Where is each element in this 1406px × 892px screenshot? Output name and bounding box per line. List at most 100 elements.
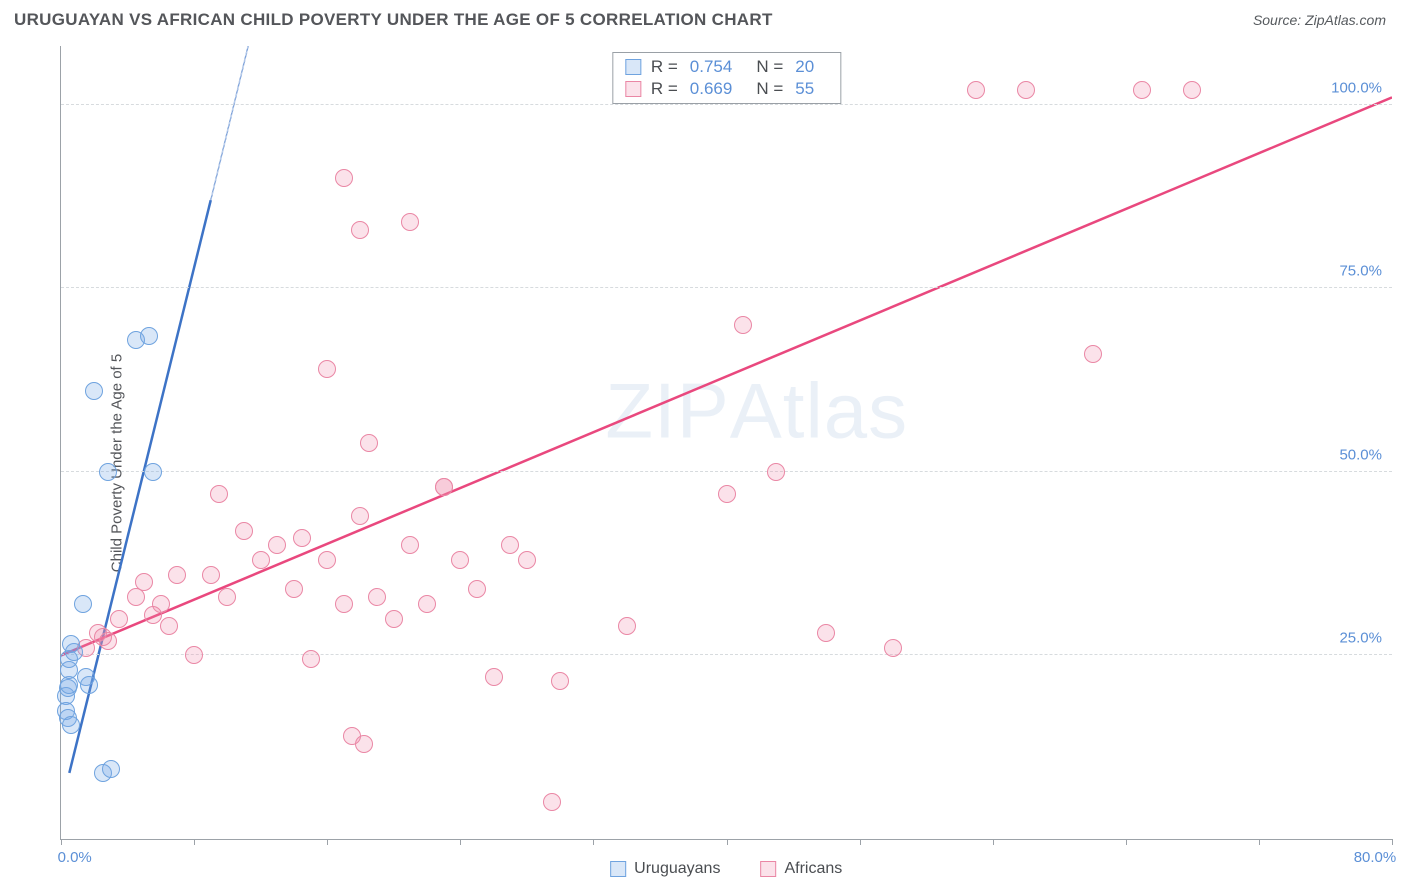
scatter-point [551, 672, 569, 690]
scatter-point [401, 536, 419, 554]
legend-label: Uruguayans [634, 860, 720, 878]
y-tick-label: 50.0% [1339, 446, 1382, 463]
scatter-point [767, 463, 785, 481]
y-tick-label: 75.0% [1339, 263, 1382, 280]
scatter-point [168, 566, 186, 584]
legend-swatch [625, 59, 641, 75]
scatter-point [102, 760, 120, 778]
scatter-point [734, 316, 752, 334]
scatter-point [185, 646, 203, 664]
watermark: ZIPAtlas [605, 365, 908, 456]
scatter-point [268, 536, 286, 554]
stat-value: 55 [795, 79, 814, 99]
legend-item: Africans [760, 860, 842, 878]
x-tick-label: 80.0% [1354, 849, 1397, 866]
legend-swatch [760, 861, 776, 877]
scatter-point [1017, 81, 1035, 99]
scatter-point [99, 463, 117, 481]
series-legend: Uruguayans Africans [610, 860, 842, 878]
stats-legend-row: R = 0.669 N = 55 [625, 78, 828, 100]
scatter-point [110, 610, 128, 628]
scatter-point [335, 169, 353, 187]
x-tick [1259, 839, 1260, 845]
stats-legend: R = 0.754 N = 20 R = 0.669 N = 55 [612, 52, 841, 104]
x-tick [61, 839, 62, 845]
scatter-point [318, 360, 336, 378]
scatter-point [543, 793, 561, 811]
scatter-point [385, 610, 403, 628]
legend-item: Uruguayans [610, 860, 720, 878]
trend-line-dashed [211, 46, 261, 200]
x-tick-label: 0.0% [58, 849, 92, 866]
scatter-point [218, 588, 236, 606]
scatter-point [140, 327, 158, 345]
stat-label: R = [651, 79, 678, 99]
x-tick [194, 839, 195, 845]
stat-label: R = [651, 57, 678, 77]
scatter-point [817, 624, 835, 642]
x-tick [593, 839, 594, 845]
scatter-point [718, 485, 736, 503]
gridline-h [61, 471, 1392, 472]
scatter-point [1133, 81, 1151, 99]
scatter-point [618, 617, 636, 635]
scatter-point [160, 617, 178, 635]
scatter-point [360, 434, 378, 452]
stat-label: N = [756, 79, 783, 99]
stat-value: 20 [795, 57, 814, 77]
scatter-point [210, 485, 228, 503]
stat-value: 0.669 [690, 79, 733, 99]
scatter-point [318, 551, 336, 569]
scatter-point [368, 588, 386, 606]
scatter-point [85, 382, 103, 400]
gridline-h [61, 287, 1392, 288]
scatter-point [501, 536, 519, 554]
x-tick [860, 839, 861, 845]
stat-value: 0.754 [690, 57, 733, 77]
scatter-point [80, 676, 98, 694]
gridline-h [61, 104, 1392, 105]
scatter-point [235, 522, 253, 540]
gridline-h [61, 654, 1392, 655]
scatter-point [401, 213, 419, 231]
scatter-point [518, 551, 536, 569]
stats-legend-row: R = 0.754 N = 20 [625, 56, 828, 78]
scatter-point [884, 639, 902, 657]
chart-container: Child Poverty Under the Age of 5 ZIPAtla… [14, 46, 1392, 880]
scatter-point [144, 606, 162, 624]
scatter-point [451, 551, 469, 569]
scatter-point [468, 580, 486, 598]
scatter-point [435, 478, 453, 496]
scatter-point [351, 221, 369, 239]
scatter-point [62, 716, 80, 734]
x-tick [993, 839, 994, 845]
scatter-point [351, 507, 369, 525]
x-tick [460, 839, 461, 845]
x-tick [727, 839, 728, 845]
scatter-point [293, 529, 311, 547]
scatter-point [285, 580, 303, 598]
scatter-point [1084, 345, 1102, 363]
scatter-point [74, 595, 92, 613]
scatter-point [335, 595, 353, 613]
trend-line [61, 97, 1392, 655]
scatter-point [485, 668, 503, 686]
legend-swatch [625, 81, 641, 97]
trend-lines [61, 46, 1392, 839]
x-tick [327, 839, 328, 845]
scatter-point [135, 573, 153, 591]
y-tick-label: 25.0% [1339, 630, 1382, 647]
x-tick [1126, 839, 1127, 845]
scatter-point [62, 635, 80, 653]
scatter-point [967, 81, 985, 99]
scatter-point [418, 595, 436, 613]
scatter-point [252, 551, 270, 569]
scatter-point [202, 566, 220, 584]
x-tick [1392, 839, 1393, 845]
y-tick-label: 100.0% [1331, 79, 1382, 96]
source-attribution: Source: ZipAtlas.com [1253, 12, 1386, 28]
scatter-point [99, 632, 117, 650]
stat-label: N = [756, 57, 783, 77]
scatter-point [1183, 81, 1201, 99]
legend-label: Africans [784, 860, 842, 878]
